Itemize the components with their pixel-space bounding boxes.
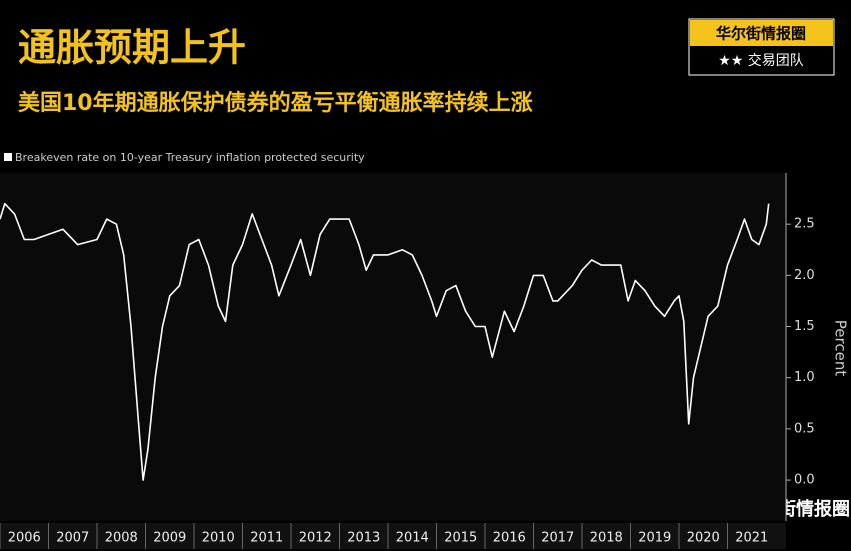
legend-swatch: [4, 153, 12, 161]
y-tick-label: 2.5: [794, 217, 815, 232]
badge-top-bg: [690, 20, 833, 46]
legend-label: Breakeven rate on 10-year Treasury infla…: [15, 151, 365, 164]
y-tick-label: 0.0: [794, 473, 815, 488]
x-tick-label: 2011: [250, 531, 283, 546]
x-tick-label: 2016: [493, 531, 526, 546]
x-tick-label: 2012: [299, 531, 332, 546]
badge-bottom: ★★ 交易团队: [718, 52, 804, 69]
badge-top: 华尔街情报圈: [716, 25, 806, 43]
chart-subtitle: 美国10年期通胀保护债券的盈亏平衡通胀率持续上涨: [18, 90, 533, 116]
plot: 0.0 0.5 1.0 1.5 2.0 2.5 2006 2007 2008 2009 2010 20…: [0, 173, 815, 549]
chart-title: 通胀预期上升: [18, 26, 246, 70]
x-tick-label: 2013: [347, 531, 380, 546]
y-tick-label: 2.0: [794, 268, 815, 283]
x-tick-label: 2020: [687, 531, 720, 546]
y-tick-label: 0.5: [794, 421, 815, 436]
x-tick-label: 2006: [8, 531, 41, 546]
y-tick-label: 1.0: [794, 370, 815, 385]
y-tick-label: 1.5: [794, 319, 815, 334]
x-tick-label: 2019: [638, 531, 671, 546]
x-tick-label: 2014: [396, 531, 429, 546]
y-axis-label: Percent: [832, 320, 850, 377]
x-tick-label: 2009: [153, 531, 186, 546]
x-tick-label: 2008: [105, 531, 138, 546]
x-tick-label: 2007: [56, 531, 89, 546]
x-axis-band: [0, 523, 786, 549]
data-line: [0, 202, 770, 481]
x-tick-label: 2015: [444, 531, 477, 546]
x-tick-label: 2021: [735, 531, 768, 546]
x-tick-label: 2018: [590, 531, 623, 546]
plot-area: [0, 173, 786, 521]
x-tick-label: 2017: [541, 531, 574, 546]
x-tick-label: 2010: [202, 531, 235, 546]
